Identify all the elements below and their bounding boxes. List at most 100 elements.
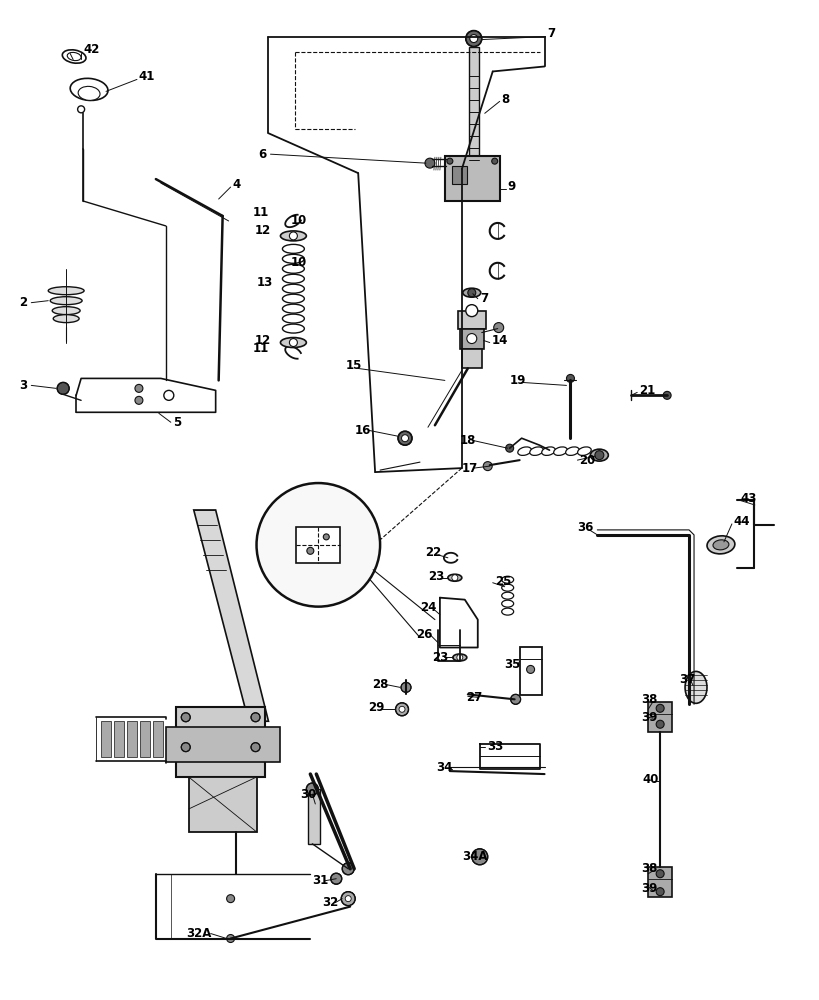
Ellipse shape bbox=[501, 608, 513, 615]
Ellipse shape bbox=[282, 324, 304, 333]
Circle shape bbox=[655, 720, 663, 728]
Circle shape bbox=[424, 158, 434, 168]
Circle shape bbox=[397, 431, 411, 445]
Text: 5: 5 bbox=[173, 416, 181, 429]
Text: 39: 39 bbox=[640, 711, 657, 724]
Circle shape bbox=[181, 743, 190, 752]
Bar bbox=[519, 647, 541, 695]
Ellipse shape bbox=[78, 86, 100, 100]
Bar bbox=[188, 777, 256, 832]
Circle shape bbox=[323, 534, 329, 540]
Circle shape bbox=[135, 384, 143, 392]
Ellipse shape bbox=[452, 654, 466, 661]
Circle shape bbox=[655, 704, 663, 712]
Text: 24: 24 bbox=[419, 601, 436, 614]
Ellipse shape bbox=[50, 297, 82, 305]
Ellipse shape bbox=[553, 447, 567, 455]
Ellipse shape bbox=[282, 274, 304, 283]
Ellipse shape bbox=[48, 287, 84, 295]
Bar bbox=[101, 721, 111, 757]
Circle shape bbox=[395, 703, 408, 716]
Text: 32A: 32A bbox=[186, 927, 210, 940]
Text: 27: 27 bbox=[465, 691, 482, 704]
Bar bbox=[647, 702, 672, 732]
Text: 23: 23 bbox=[428, 570, 444, 583]
Bar bbox=[152, 721, 163, 757]
Text: 10: 10 bbox=[290, 214, 306, 227]
Ellipse shape bbox=[52, 307, 80, 315]
Circle shape bbox=[466, 334, 476, 344]
Circle shape bbox=[655, 870, 663, 878]
Circle shape bbox=[164, 390, 174, 400]
Text: 44: 44 bbox=[733, 515, 749, 528]
Text: 7: 7 bbox=[547, 27, 555, 40]
Ellipse shape bbox=[684, 671, 706, 703]
Circle shape bbox=[594, 451, 603, 460]
Circle shape bbox=[342, 863, 354, 875]
Ellipse shape bbox=[53, 315, 79, 323]
Text: 13: 13 bbox=[256, 276, 273, 289]
Bar bbox=[114, 721, 124, 757]
Circle shape bbox=[663, 391, 670, 399]
Text: 43: 43 bbox=[740, 492, 756, 505]
Circle shape bbox=[526, 665, 534, 673]
Text: 11: 11 bbox=[252, 206, 269, 219]
Circle shape bbox=[482, 462, 491, 471]
Circle shape bbox=[341, 892, 355, 906]
Circle shape bbox=[251, 743, 260, 752]
Ellipse shape bbox=[282, 314, 304, 323]
Text: 10: 10 bbox=[290, 256, 306, 269]
Text: 20: 20 bbox=[579, 454, 595, 467]
Text: 38: 38 bbox=[640, 862, 657, 875]
Ellipse shape bbox=[565, 447, 578, 455]
Circle shape bbox=[465, 305, 477, 317]
Text: 36: 36 bbox=[577, 521, 593, 534]
Bar bbox=[140, 721, 150, 757]
Text: 26: 26 bbox=[415, 628, 432, 641]
Text: 34: 34 bbox=[436, 761, 452, 774]
Circle shape bbox=[505, 444, 513, 452]
Text: 32: 32 bbox=[322, 896, 338, 909]
Ellipse shape bbox=[517, 447, 531, 455]
Circle shape bbox=[469, 35, 477, 43]
Circle shape bbox=[345, 896, 351, 902]
Ellipse shape bbox=[501, 600, 513, 607]
Text: 2: 2 bbox=[20, 296, 27, 309]
Ellipse shape bbox=[541, 447, 554, 455]
Circle shape bbox=[446, 158, 452, 164]
Text: 21: 21 bbox=[639, 384, 654, 397]
Ellipse shape bbox=[501, 584, 513, 591]
Bar bbox=[175, 707, 265, 777]
Ellipse shape bbox=[462, 288, 480, 297]
Bar bbox=[445, 156, 499, 201]
Circle shape bbox=[400, 682, 410, 692]
Text: 8: 8 bbox=[501, 93, 509, 106]
Text: 3: 3 bbox=[20, 379, 27, 392]
Text: 41: 41 bbox=[138, 70, 155, 83]
Text: 30: 30 bbox=[300, 788, 316, 801]
Text: 22: 22 bbox=[424, 546, 441, 559]
Text: 7: 7 bbox=[479, 292, 487, 305]
Text: 28: 28 bbox=[372, 678, 388, 691]
Text: 40: 40 bbox=[641, 773, 658, 786]
Circle shape bbox=[566, 374, 574, 382]
Text: 31: 31 bbox=[312, 874, 328, 887]
Bar bbox=[647, 867, 672, 897]
Ellipse shape bbox=[280, 338, 306, 348]
Bar bbox=[308, 789, 320, 844]
Circle shape bbox=[256, 483, 380, 607]
Bar bbox=[459, 329, 483, 349]
Ellipse shape bbox=[712, 540, 728, 550]
Ellipse shape bbox=[282, 244, 304, 253]
Text: 16: 16 bbox=[355, 424, 371, 437]
Circle shape bbox=[467, 289, 475, 297]
Text: 38: 38 bbox=[640, 693, 657, 706]
Circle shape bbox=[78, 106, 84, 113]
Circle shape bbox=[330, 873, 342, 884]
Circle shape bbox=[251, 713, 260, 722]
Text: 18: 18 bbox=[459, 434, 476, 447]
Text: 15: 15 bbox=[345, 359, 361, 372]
Circle shape bbox=[226, 935, 234, 942]
Text: 25: 25 bbox=[494, 575, 510, 588]
Text: 12: 12 bbox=[254, 334, 270, 347]
